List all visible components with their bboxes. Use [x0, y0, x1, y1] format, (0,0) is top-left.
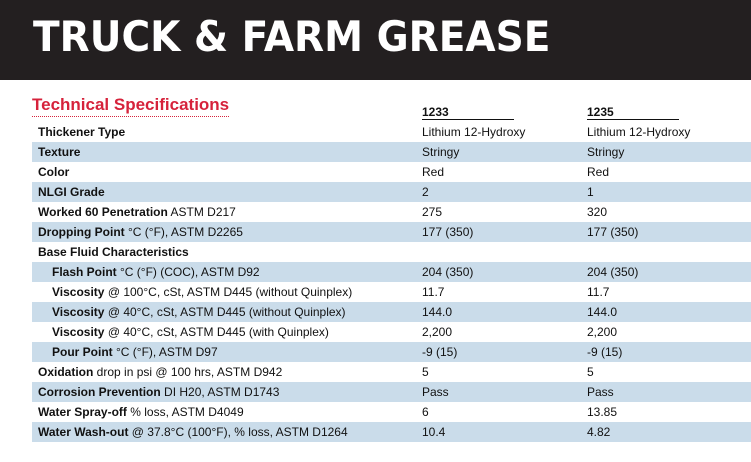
column-header-1233: 1233	[422, 105, 514, 120]
value-1235: 177 (350)	[587, 225, 639, 239]
header-banner: TRUCK & FARM GREASE	[0, 0, 751, 80]
value-1233: Lithium 12-Hydroxy	[422, 125, 526, 139]
value-1233: 11.7	[422, 285, 445, 299]
value-1233: 275	[422, 205, 443, 219]
value-1235: 5	[587, 365, 594, 379]
value-1233: 177 (350)	[422, 225, 474, 239]
spec-name: Worked 60 Penetration	[38, 205, 168, 219]
table-row: Flash Point °C (°F) (COC), ASTM D92 204 (…	[32, 262, 751, 282]
table-row: Water Spray-off % loss, ASTM D4049 6 13.85	[32, 402, 751, 422]
spec-label: Water Spray-off % loss, ASTM D4049	[32, 405, 422, 419]
value-1233: 10.4	[422, 425, 446, 439]
spec-label: Viscosity @ 100°C, cSt, ASTM D445 (witho…	[32, 285, 422, 299]
value-1233: 144.0	[422, 305, 453, 319]
spec-detail: @ 40°C, cSt, ASTM D445 (without Quinplex…	[104, 305, 346, 319]
spec-label: Texture	[32, 145, 422, 159]
value-1233: Red	[422, 165, 445, 179]
spec-label: Viscosity @ 40°C, cSt, ASTM D445 (withou…	[32, 305, 422, 319]
column-header-1235: 1235	[587, 105, 679, 120]
spec-detail: DI H20, ASTM D1743	[160, 385, 280, 399]
spec-label: Water Wash-out @ 37.8°C (100°F), % loss,…	[32, 425, 422, 439]
spec-name: Oxidation	[38, 365, 94, 379]
specs-table: Thickener Type Lithium 12-Hydroxy Lithium …	[32, 122, 751, 442]
spec-name: Base Fluid Characteristics	[38, 245, 189, 259]
spec-label: Dropping Point °C (°F), ASTM D2265	[32, 225, 422, 239]
spec-label: Base Fluid Characteristics	[32, 245, 422, 259]
spec-detail: °C (°F), ASTM D97	[112, 345, 218, 359]
table-row: Texture Stringy Stringy	[32, 142, 751, 162]
spec-label: Corrosion Prevention DI H20, ASTM D1743	[32, 385, 422, 399]
table-row: NLGI Grade 2 1	[32, 182, 751, 202]
table-row: Pour Point °C (°F), ASTM D97 -9 (15) -9 (1…	[32, 342, 751, 362]
table-row: Color Red Red	[32, 162, 751, 182]
page-title: TRUCK & FARM GREASE	[33, 12, 551, 61]
spec-name: Viscosity	[52, 325, 105, 339]
spec-detail: % loss, ASTM D4049	[126, 405, 244, 419]
spec-label: Oxidation drop in psi @ 100 hrs, ASTM D9…	[32, 365, 422, 379]
spec-name: Texture	[38, 145, 81, 159]
table-row: Worked 60 Penetration ASTM D217 275 320	[32, 202, 751, 222]
spec-label: Color	[32, 165, 422, 179]
spec-label: Worked 60 Penetration ASTM D217	[32, 205, 422, 219]
value-1235: 13.85	[587, 405, 618, 419]
table-row: Viscosity @ 40°C, cSt, ASTM D445 (withou…	[32, 302, 751, 322]
spec-detail: drop in psi @ 100 hrs, ASTM D942	[93, 365, 283, 379]
spec-name: Viscosity	[52, 305, 105, 319]
table-row: Viscosity @ 100°C, cSt, ASTM D445 (witho…	[32, 282, 751, 302]
spec-name: Water Spray-off	[38, 405, 127, 419]
value-1235: Pass	[587, 385, 614, 399]
value-1235: 2,200	[587, 325, 618, 339]
spec-label: NLGI Grade	[32, 185, 422, 199]
value-1235: 144.0	[587, 305, 618, 319]
section-title: Technical Specifications	[32, 95, 230, 117]
spec-label: Pour Point °C (°F), ASTM D97	[32, 345, 422, 359]
spec-detail: @ 37.8°C (100°F), % loss, ASTM D1264	[128, 425, 348, 439]
spec-label: Flash Point °C (°F) (COC), ASTM D92	[32, 265, 422, 279]
value-1235: 1	[587, 185, 594, 199]
table-row: Viscosity @ 40°C, cSt, ASTM D445 (with Q…	[32, 322, 751, 342]
value-1233: 6	[422, 405, 429, 419]
value-1235: -9 (15)	[587, 345, 623, 359]
column-header-label: 1233	[422, 105, 514, 120]
spec-name: Flash Point	[52, 265, 117, 279]
spec-detail: ASTM D217	[167, 205, 236, 219]
spec-detail: @ 40°C, cSt, ASTM D445 (with Quinplex)	[104, 325, 329, 339]
table-row: Oxidation drop in psi @ 100 hrs, ASTM D9…	[32, 362, 751, 382]
spec-detail: °C (°F) (COC), ASTM D92	[116, 265, 260, 279]
value-1233: 204 (350)	[422, 265, 474, 279]
column-header-label: 1235	[587, 105, 679, 120]
table-row: Dropping Point °C (°F), ASTM D2265 177 (3…	[32, 222, 751, 242]
spec-label: Viscosity @ 40°C, cSt, ASTM D445 (with Q…	[32, 325, 422, 339]
value-1233: Pass	[422, 385, 449, 399]
table-row: Base Fluid Characteristics	[32, 242, 751, 262]
value-1235: Lithium 12-Hydroxy	[587, 125, 691, 139]
table-row: Corrosion Prevention DI H20, ASTM D1743 P…	[32, 382, 751, 402]
spec-name: Pour Point	[52, 345, 113, 359]
value-1233: Stringy	[422, 145, 460, 159]
spec-name: Thickener Type	[38, 125, 126, 139]
spec-name: Corrosion Prevention	[38, 385, 161, 399]
value-1235: 204 (350)	[587, 265, 639, 279]
spec-detail: @ 100°C, cSt, ASTM D445 (without Quinple…	[104, 285, 353, 299]
value-1233: -9 (15)	[422, 345, 458, 359]
table-row: Water Wash-out @ 37.8°C (100°F), % loss,…	[32, 422, 751, 442]
value-1235: 320	[587, 205, 608, 219]
spec-name: Water Wash-out	[38, 425, 129, 439]
spec-name: NLGI Grade	[38, 185, 105, 199]
value-1233: 2,200	[422, 325, 453, 339]
value-1235: 4.82	[587, 425, 611, 439]
spec-name: Dropping Point	[38, 225, 125, 239]
spec-name: Color	[38, 165, 70, 179]
value-1235: Red	[587, 165, 610, 179]
spec-name: Viscosity	[52, 285, 105, 299]
value-1233: 2	[422, 185, 429, 199]
value-1233: 5	[422, 365, 429, 379]
value-1235: Stringy	[587, 145, 625, 159]
table-row: Thickener Type Lithium 12-Hydroxy Lithium …	[32, 122, 751, 142]
spec-label: Thickener Type	[32, 125, 422, 139]
spec-detail: °C (°F), ASTM D2265	[124, 225, 243, 239]
value-1235: 11.7	[587, 285, 610, 299]
